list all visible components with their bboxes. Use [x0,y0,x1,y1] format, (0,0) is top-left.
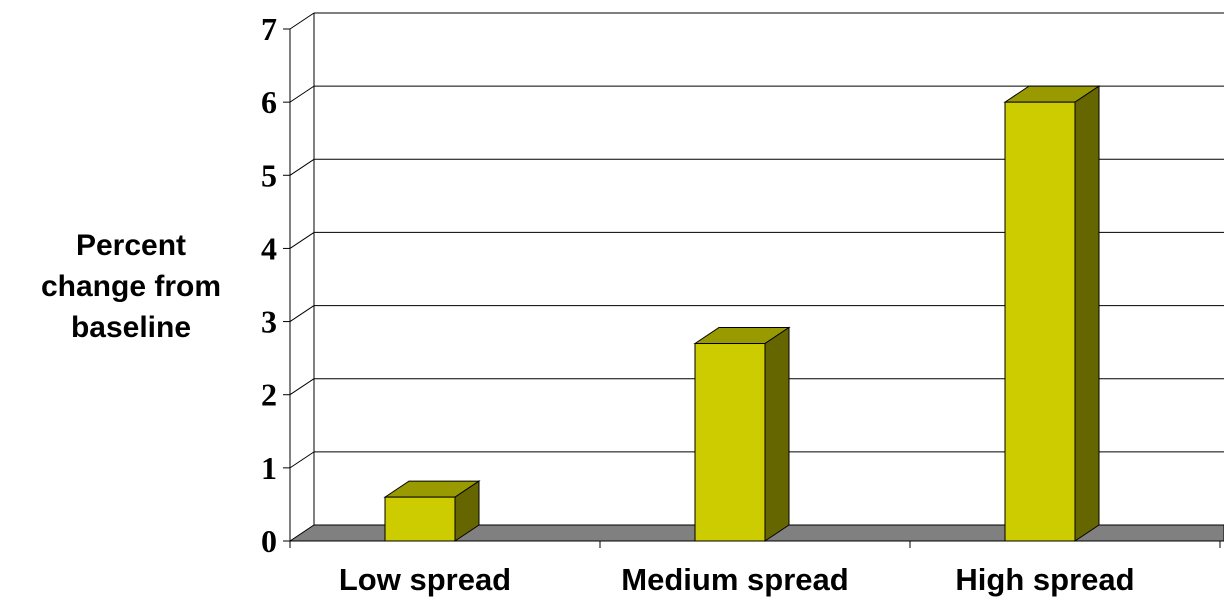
x-tick-label: Low spread [339,562,511,597]
gridline-side [289,85,315,103]
gridline-side [289,378,315,396]
x-tick-label: Medium spread [621,562,848,597]
bar [1004,101,1076,542]
gridline-side [289,305,315,322]
bars-layer [383,85,1101,542]
gridline-side [289,158,315,176]
bar [384,496,456,542]
y-tick-label: 4 [261,230,277,266]
x-tick-label: High spread [955,562,1134,597]
bar-side [1074,85,1100,542]
bar [694,343,766,542]
y-tick-label: 3 [261,304,277,340]
gridline-side [289,451,315,469]
y-tick-label: 5 [261,157,277,193]
y-tick-label: 7 [261,11,277,47]
gridline-side [289,232,315,249]
y-tick-label: 1 [261,450,277,486]
y-tick-label: 6 [261,84,277,120]
gridline-side [289,12,315,30]
y-tick-label: 0 [261,523,277,559]
bar-side [764,326,790,542]
labels-layer: 0 1 2 3 4 5 6 7 Low spread Medium spread High spre… [261,11,1135,597]
y-axis-title: Percent change from baseline [40,229,222,344]
y-tick-label: 2 [261,377,277,413]
